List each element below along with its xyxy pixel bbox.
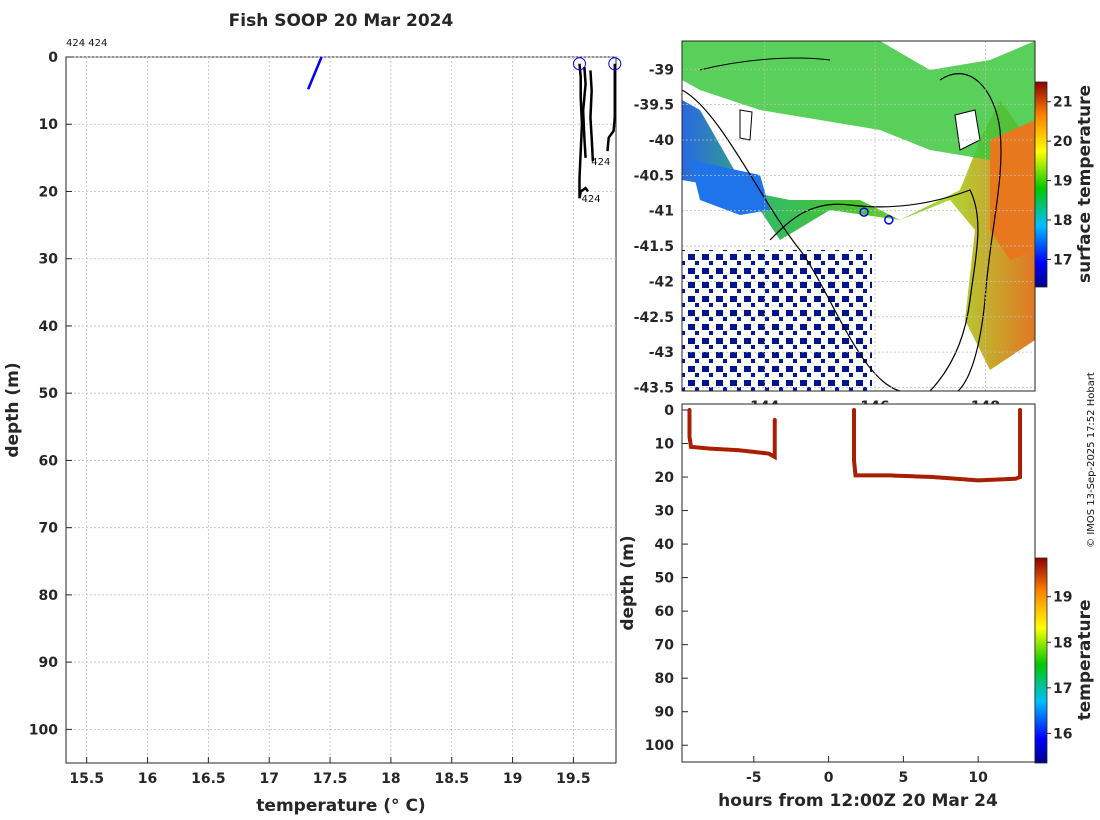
chart-title: Fish SOOP 20 Mar 2024 [229, 11, 454, 31]
timeseries-trace [852, 408, 1023, 483]
profile-ytick-label: 30 [39, 252, 59, 268]
map-colorbar-tick-label: 21 [1053, 95, 1072, 111]
profile-series-line [306, 56, 323, 90]
timeseries-axes [681, 403, 1036, 763]
map-ytick-label: -39 [649, 62, 674, 78]
map-ytick-label: -42.5 [634, 310, 674, 326]
map-colorbar-tick-label: 20 [1053, 134, 1073, 150]
credit-text: © IMOS 13-Sep-2025 17:52 Hobart [1086, 372, 1097, 548]
profile-series-line [581, 66, 587, 158]
profile-xlabel: temperature (° C) [256, 796, 425, 816]
map-ytick-label: -39.5 [634, 98, 674, 114]
profile-annotation: 424 [581, 194, 600, 205]
timeseries-ytick-label: 100 [645, 738, 674, 754]
profile-xtick-label: 15.5 [69, 771, 104, 787]
profile-ytick-label: 20 [39, 184, 59, 200]
profile-xtick-label: 17.5 [313, 771, 348, 787]
timeseries-ylabel: depth (m) [618, 535, 638, 630]
profile-xtick-label: 16 [138, 771, 157, 787]
map-colorbar-tick-label: 17 [1053, 252, 1072, 268]
profile-ytick-label: 60 [39, 453, 59, 469]
timeseries-colorbar-tick-label: 19 [1053, 590, 1072, 606]
timeseries-trace [687, 408, 777, 461]
profile-xtick-label: 19 [503, 771, 522, 787]
profile-xtick-label: 18.5 [434, 771, 469, 787]
profile-plot: 15.5 16 16.5 17 17.5 18 18.5 19 19.5 0 10 20 30 40 50 6… [3, 38, 622, 816]
profile-top-note: 424 424 [66, 38, 107, 49]
map-marker [884, 215, 894, 225]
map-colorbar [1034, 81, 1048, 288]
profile-ytick-label: 80 [39, 588, 59, 604]
timeseries-ytick-label: 0 [664, 403, 674, 419]
profile-series-line [578, 63, 590, 199]
profile-xtick-label: 17 [259, 771, 278, 787]
timeseries-xtick-label: 10 [968, 770, 988, 786]
timeseries-ytick-label: 50 [655, 571, 675, 587]
profile-marker [572, 57, 586, 71]
timeseries-ytick-label: 20 [655, 470, 675, 486]
map-ytick-label: -41.5 [634, 239, 674, 255]
map-ytick-label: -42 [649, 274, 674, 290]
profile-ytick-label: 0 [48, 50, 58, 66]
profile-ytick-label: 90 [39, 655, 59, 671]
map-colorbar-tick-label: 18 [1053, 213, 1072, 229]
sst-map: 144146148-39-39.5-40-40.5-41-41.5-42-42.… [634, 40, 1095, 415]
timeseries-ytick-label: 30 [655, 504, 675, 520]
timeseries-ytick-label: 40 [655, 537, 675, 553]
map-ytick-label: -40 [649, 133, 675, 149]
profile-ytick-label: 40 [39, 319, 59, 335]
timeseries-colorbar [1034, 557, 1048, 764]
profile-series-line [606, 63, 617, 152]
profile-ytick-label: 70 [39, 521, 59, 537]
timeseries-colorbar-label: temperature [1075, 599, 1095, 720]
map-colorbar-label: surface temperature [1075, 85, 1095, 283]
map-ytick-label: -43.5 [634, 380, 674, 396]
timeseries-xlabel: hours from 12:00Z 20 Mar 24 [718, 791, 998, 811]
profile-marker [608, 57, 622, 71]
profile-xtick-label: 19.5 [556, 771, 591, 787]
profile-axes [65, 56, 617, 764]
map-colorbar-tick-label: 19 [1053, 174, 1072, 190]
timeseries-ytick-label: 60 [655, 604, 675, 620]
timeseries-colorbar-tick-label: 17 [1053, 681, 1072, 697]
profile-ytick-label: 10 [39, 117, 59, 133]
profile-annotation: 424 [591, 157, 610, 168]
timeseries-colorbar-tick-label: 16 [1053, 726, 1072, 742]
profile-xtick-label: 18 [381, 771, 400, 787]
profile-ytick-label: 100 [29, 722, 58, 738]
timeseries-ytick-label: 10 [655, 437, 675, 453]
map-ytick-label: -40.5 [634, 168, 674, 184]
timeseries-ytick-label: 80 [655, 671, 675, 687]
profile-ylabel: depth (m) [3, 362, 23, 457]
profile-xtick-label: 16.5 [191, 771, 226, 787]
profile-ytick-label: 50 [39, 386, 59, 402]
map-ytick-label: -43 [649, 345, 674, 361]
map-field [682, 41, 1035, 391]
timeseries-colorbar-tick-label: 18 [1053, 635, 1072, 651]
map-marker [859, 207, 869, 217]
timeseries-xtick-label: -5 [746, 770, 762, 786]
map-ytick-label: -41 [649, 204, 674, 220]
timeseries-ytick-label: 70 [655, 638, 675, 654]
timeseries-xtick-label: 0 [824, 770, 834, 786]
profile-series-line [589, 70, 595, 162]
timeseries-xtick-label: 5 [898, 770, 908, 786]
timeseries-ytick-label: 90 [655, 705, 675, 721]
